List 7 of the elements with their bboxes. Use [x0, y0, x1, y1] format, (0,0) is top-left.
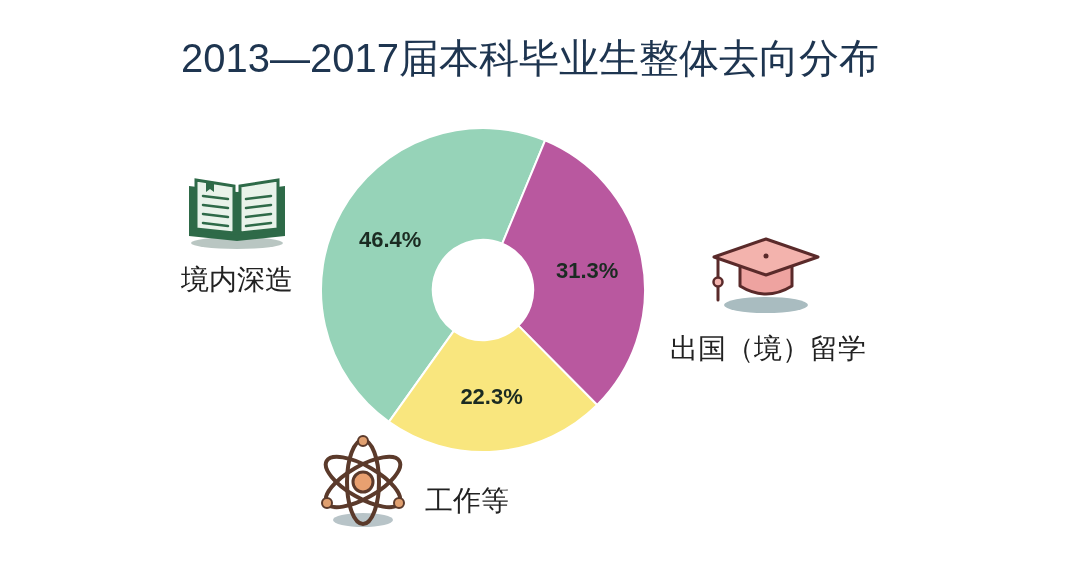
- data-label: 22.3%: [460, 383, 523, 409]
- data-label: 31.3%: [555, 257, 619, 283]
- slice-label: 出国（境）留学: [670, 333, 866, 364]
- chart-title: 2013—2017届本科毕业生整体去向分布: [181, 36, 879, 80]
- data-label: 46.4%: [359, 226, 422, 252]
- slice-label: 境内深造: [180, 264, 293, 295]
- slice-label: 工作等: [425, 485, 509, 516]
